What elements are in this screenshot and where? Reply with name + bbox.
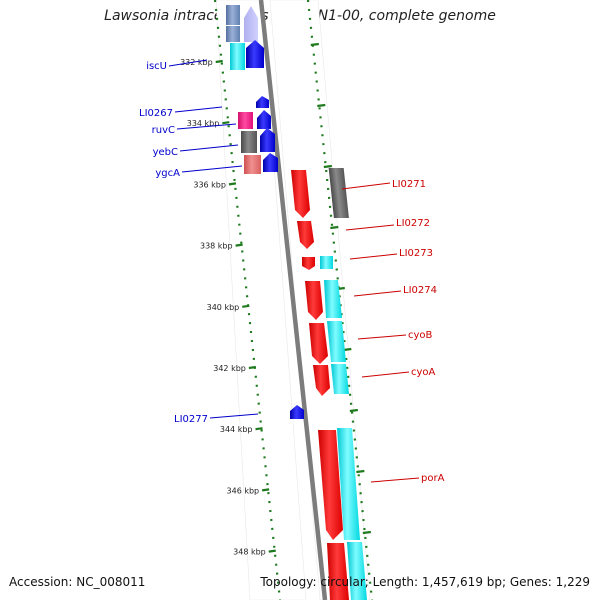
label-leader-line xyxy=(174,106,223,113)
cog-block xyxy=(328,168,349,218)
forward-features xyxy=(226,5,304,419)
cog-block xyxy=(230,43,245,70)
cog-block xyxy=(226,5,240,25)
kbp-tick-label: 334 kbp xyxy=(187,119,220,128)
reverse-cds-arrow xyxy=(302,257,315,270)
reverse-cds-arrow xyxy=(305,281,323,320)
label-leader-line xyxy=(168,59,208,67)
gene-label-ygca[interactable]: ygcA xyxy=(155,168,180,179)
inner-tick-mark xyxy=(362,530,371,535)
kbp-tick-label: 344 kbp xyxy=(220,425,253,434)
gene-label-iscu[interactable]: iscU xyxy=(146,61,167,72)
inner-tick-mark xyxy=(323,164,332,169)
gene-label-li0272[interactable]: LI0272 xyxy=(396,218,430,229)
left-gene-labels: iscU LI0267 ruvC yebC ygcA LI0277 xyxy=(139,59,259,425)
gene-label-li0273[interactable]: LI0273 xyxy=(399,248,433,259)
label-leader-line xyxy=(341,182,391,190)
kbp-tick-label: 348 kbp xyxy=(233,548,266,557)
forward-cds-arrow xyxy=(246,40,264,68)
label-leader-line xyxy=(353,290,402,297)
forward-cds-arrow xyxy=(260,128,275,152)
label-leader-line xyxy=(349,253,398,260)
cog-block xyxy=(226,26,240,42)
dotted-ring-line xyxy=(213,0,282,600)
inner-tick-mark xyxy=(330,225,339,230)
dotted-scale-ring-inner xyxy=(306,0,374,600)
gene-label-yebc[interactable]: yebC xyxy=(153,147,178,158)
kbp-tick-label: 332 kbp xyxy=(180,58,213,67)
cog-block xyxy=(347,542,367,600)
gene-label-cyob[interactable]: cyoB xyxy=(408,330,433,341)
label-leader-line xyxy=(361,371,410,378)
kbp-tick-mark xyxy=(228,182,237,186)
reverse-cds-arrow xyxy=(297,221,314,249)
feature-arrow xyxy=(244,6,258,42)
right-gene-labels: LI0271 LI0272 LI0273 LI0274 cyoB cyoA po… xyxy=(341,179,445,484)
reverse-cds-arrow xyxy=(309,323,328,364)
gene-label-pora[interactable]: porA xyxy=(421,473,445,484)
outer-track-band xyxy=(215,0,307,600)
cog-block xyxy=(331,364,349,394)
kbp-tick-mark xyxy=(215,59,223,64)
reverse-cds-arrow xyxy=(313,365,330,396)
kbp-tick-mark xyxy=(261,488,270,492)
inner-tick-mark xyxy=(356,469,365,474)
reverse-features xyxy=(291,168,367,600)
reverse-cds-arrow xyxy=(318,430,343,540)
kbp-tick-mark xyxy=(255,427,263,431)
kbp-tick-label: 338 kbp xyxy=(200,242,233,251)
kbp-tick-label: 340 kbp xyxy=(207,303,240,312)
gene-label-li0271[interactable]: LI0271 xyxy=(392,179,426,190)
gene-label-ruvc[interactable]: ruvC xyxy=(152,125,175,136)
cog-block xyxy=(324,280,342,318)
label-leader-line xyxy=(209,413,259,419)
accession-label: Accession: NC_008011 xyxy=(9,575,146,589)
label-leader-line xyxy=(181,165,243,173)
kbp-tick-label: 346 kbp xyxy=(227,486,260,495)
forward-cds-arrow xyxy=(290,405,304,419)
inner-tick-mark xyxy=(349,408,358,413)
cog-block xyxy=(244,155,261,174)
dotted-ring-line xyxy=(306,0,374,600)
kbp-tick-label: 336 kbp xyxy=(193,180,226,189)
label-leader-line xyxy=(370,477,420,483)
gene-label-li0267[interactable]: LI0267 xyxy=(139,108,173,119)
dotted-scale-ring-outer xyxy=(213,0,282,600)
forward-cds-arrow xyxy=(256,96,269,108)
forward-cds-arrow xyxy=(263,153,278,172)
backbone-line xyxy=(258,0,328,600)
kbp-tick-mark xyxy=(268,549,276,553)
kbp-tick-mark xyxy=(248,365,257,370)
cog-block xyxy=(337,428,360,540)
cog-block xyxy=(320,256,333,269)
cog-block xyxy=(327,321,346,362)
inner-tick-mark xyxy=(310,42,319,47)
label-leader-line xyxy=(179,144,239,152)
kbp-tick-mark xyxy=(242,304,250,308)
kbp-ticks: 332 kbp 334 kbp 336 kbp 338 kbp 340 kbp 342 k… xyxy=(180,42,371,557)
label-leader-line xyxy=(357,334,407,340)
inner-tick-mark xyxy=(317,103,326,108)
reverse-cds-arrow xyxy=(291,170,310,218)
cog-block xyxy=(241,131,257,153)
kbp-tick-mark xyxy=(235,243,243,247)
genome-stats-label: Topology: circular; Length: 1,457,619 bp… xyxy=(260,575,590,589)
kbp-tick-label: 342 kbp xyxy=(213,364,246,373)
label-leader-line xyxy=(176,123,237,130)
cog-block xyxy=(238,112,253,129)
reverse-cds-arrow xyxy=(327,543,349,600)
forward-cds-arrow xyxy=(257,110,271,129)
kbp-tick-mark xyxy=(222,121,230,125)
gene-label-cyoa[interactable]: cyoA xyxy=(411,367,436,378)
gene-label-li0277[interactable]: LI0277 xyxy=(174,414,208,425)
label-leader-line xyxy=(345,224,395,231)
gene-label-li0274[interactable]: LI0274 xyxy=(403,285,437,296)
